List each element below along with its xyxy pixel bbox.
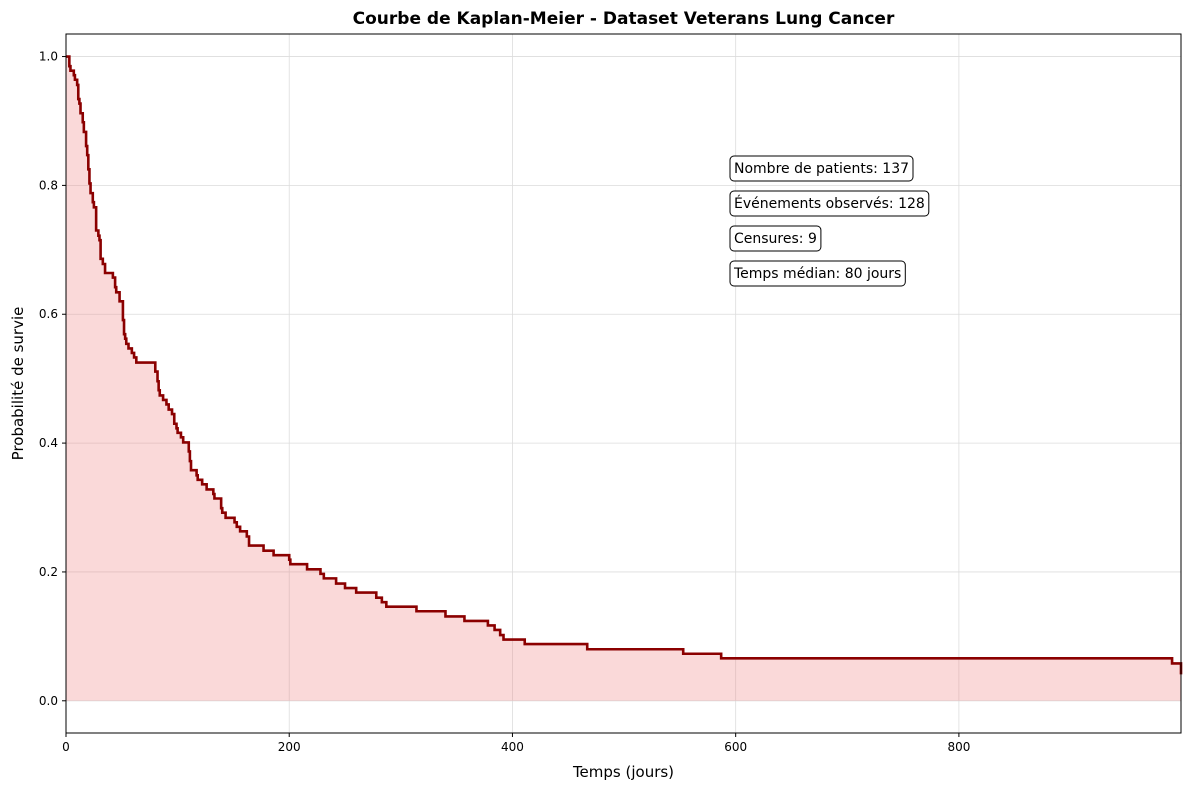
annotation-box [729, 260, 906, 287]
x-tick-label: 800 [947, 740, 970, 754]
annotation-text: Temps médian: 80 jours [733, 266, 901, 282]
y-tick-label: 1.0 [39, 50, 58, 64]
survival-fill-area [66, 56, 1181, 701]
y-tick-label: 0.2 [39, 565, 58, 579]
x-tick-label: 0 [62, 740, 70, 754]
stats-annotation: Événements observés: 128 [729, 190, 930, 217]
x-tick-label: 200 [278, 740, 301, 754]
stats-annotation: Censures: 9 [729, 225, 822, 252]
x-tick-label: 600 [724, 740, 747, 754]
y-axis-title: Probabilité de survie [9, 307, 27, 461]
y-tick-label: 0.6 [39, 307, 58, 321]
annotation-box [729, 190, 930, 217]
annotation-box [729, 155, 914, 182]
y-axis-ticks: 0.0 0.2 0.4 0.6 0.8 1.0 [39, 50, 66, 708]
x-axis-title: Temps (jours) [572, 763, 674, 781]
survival-curve-line [66, 55, 1183, 675]
stats-annotations: Nombre de patients: 137 Événements observ… [729, 155, 930, 287]
annotation-text: Événements observés: 128 [734, 195, 925, 212]
y-tick-label: 0.8 [39, 178, 58, 192]
x-tick-label: 400 [501, 740, 524, 754]
stats-annotation: Temps médian: 80 jours [729, 260, 906, 287]
y-tick-label: 0.0 [39, 694, 58, 708]
plot-frame [65, 33, 1182, 734]
annotation-text: Nombre de patients: 137 [734, 161, 909, 177]
survival-fill-path [66, 56, 1181, 701]
annotation-text: Censures: 9 [734, 231, 817, 247]
chart-title: Courbe de Kaplan-Meier - Dataset Veteran… [353, 9, 895, 29]
annotation-box [729, 225, 822, 252]
stats-annotation: Nombre de patients: 137 [729, 155, 914, 182]
x-axis-ticks: 0 200 400 600 800 [62, 733, 970, 754]
grid [65, 34, 1181, 733]
survival-curve-series [66, 55, 1183, 675]
y-tick-label: 0.4 [39, 436, 58, 450]
